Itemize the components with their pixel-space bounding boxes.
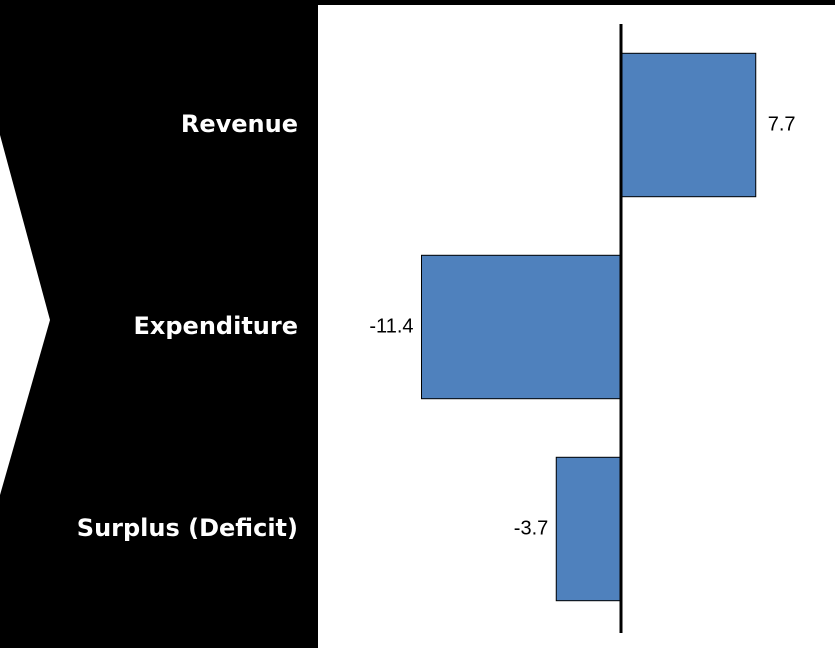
top-band xyxy=(0,0,835,5)
category-label: Surplus (Deficit) xyxy=(77,514,298,542)
bar xyxy=(421,254,622,400)
chevron xyxy=(0,135,50,495)
category-label: Expenditure xyxy=(134,312,299,340)
value-label: 7.7 xyxy=(768,113,796,135)
value-label: -11.4 xyxy=(369,315,413,337)
value-label: -3.7 xyxy=(514,517,548,539)
category-label: Revenue xyxy=(181,110,298,138)
bar xyxy=(555,456,622,602)
label-panel xyxy=(0,0,318,648)
bar xyxy=(620,52,757,198)
